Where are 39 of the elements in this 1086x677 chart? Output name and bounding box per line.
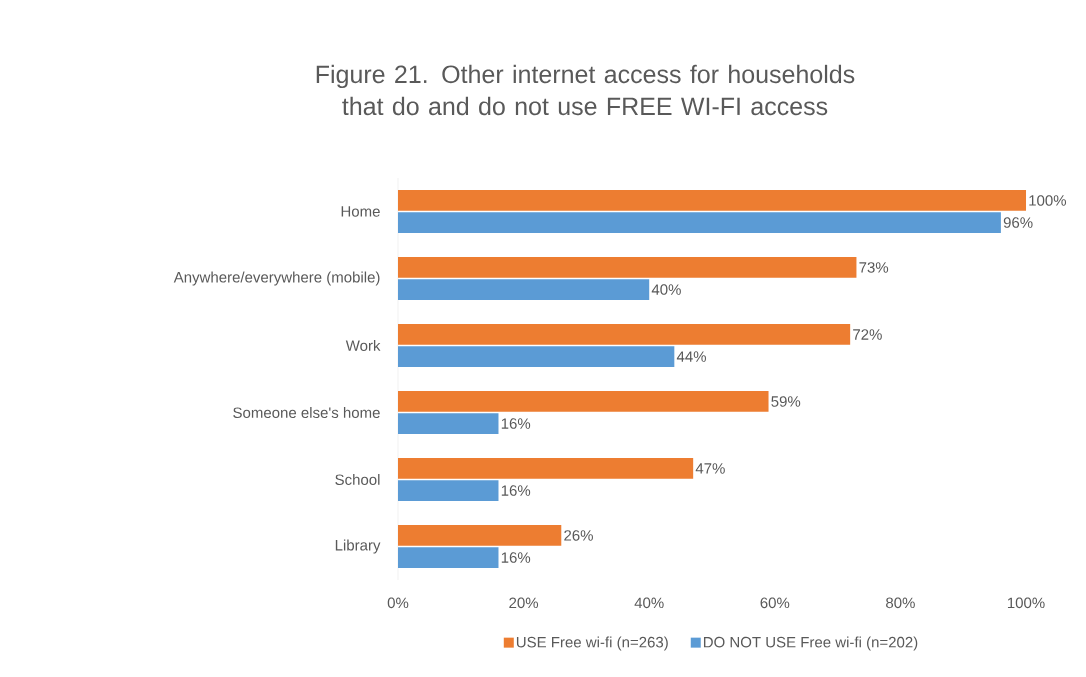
x-tick-label: 60% — [760, 597, 790, 609]
y-tick-label: Anywhere/everywhere (mobile) — [173, 271, 380, 286]
data-label: 40% — [651, 284, 681, 295]
bar — [398, 413, 499, 434]
data-label: 44% — [676, 351, 707, 362]
data-label: 59% — [771, 396, 801, 407]
y-tick-label: Someone else's home — [233, 407, 380, 419]
bar — [398, 525, 562, 546]
y-tick-label: Home — [341, 206, 380, 217]
bar — [398, 190, 1027, 211]
data-label: 100% — [1029, 195, 1067, 206]
x-tick-label: 100% — [1007, 597, 1045, 609]
x-tick-label: 80% — [886, 597, 915, 609]
bar — [398, 346, 675, 367]
bar — [398, 480, 499, 501]
bar — [398, 458, 694, 479]
y-tick-label: Library — [335, 539, 381, 554]
data-label: 96% — [1003, 217, 1033, 228]
bar — [398, 279, 650, 300]
data-label: 16% — [501, 552, 531, 563]
data-label: 72% — [853, 329, 882, 340]
data-label: 26% — [564, 530, 593, 541]
data-label: 47% — [695, 463, 725, 474]
chart-title: Figure 21. Other internet access for households that do and do not use FREE WI-FI access — [316, 64, 855, 116]
x-tick-label: 20% — [509, 597, 539, 609]
y-tick-label: School — [335, 474, 380, 486]
bar — [398, 257, 857, 278]
bar — [398, 547, 499, 568]
data-label: 16% — [501, 418, 531, 429]
x-tick-label: 40% — [634, 597, 664, 609]
bar — [398, 391, 769, 412]
bar — [398, 212, 1001, 233]
legend-label: USE Free wi-fi (n=263) — [516, 636, 668, 651]
y-tick-label: Work — [345, 339, 381, 351]
legend-label: DO NOT USE Free wi-fi (n=202) — [703, 636, 918, 651]
data-label: 16% — [501, 485, 531, 496]
bar — [398, 324, 851, 345]
data-label: 73% — [859, 262, 889, 273]
x-tick-label: 0% — [387, 597, 409, 609]
